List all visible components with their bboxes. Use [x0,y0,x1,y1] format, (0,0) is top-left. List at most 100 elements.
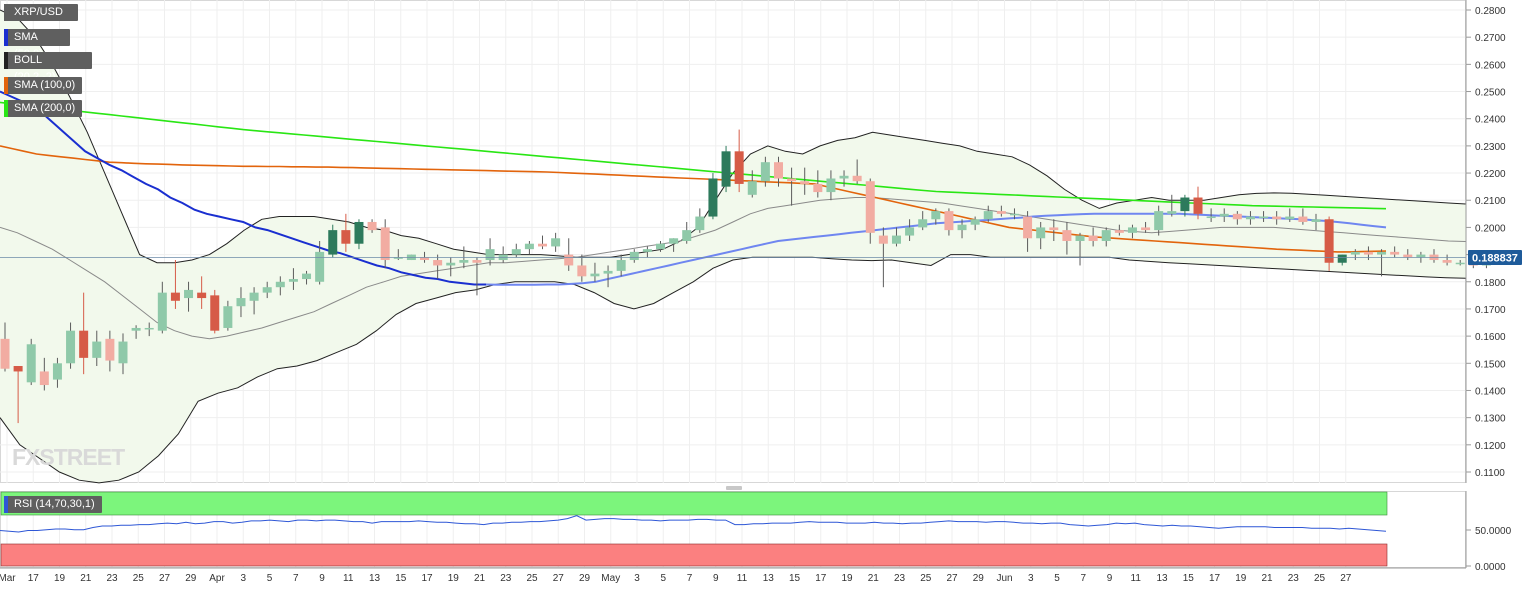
candle-body [734,151,744,184]
candle-body [236,298,246,307]
candle-bull [92,330,102,367]
candle-bull [1219,208,1229,222]
candle-body [590,273,600,277]
candle-body [852,175,862,182]
candle-body [1245,216,1255,220]
candle-body [315,251,325,282]
candle-body [249,292,259,301]
candle-bull [131,325,141,339]
legend-xrpusd[interactable]: XRP/USD [4,4,78,21]
candle-body [551,238,561,247]
candle-body [13,366,23,372]
y-axis: 0.2800 0.2700 0.2600 0.2500 0.2400 0.2300 0.22… [1465,0,1506,483]
legend-boll[interactable]: BOLL (20,2,-2) [4,52,92,83]
candle-bull [315,241,325,285]
candle-body [131,327,141,331]
candle-body [1416,254,1426,258]
candle-body [511,249,521,255]
legend-swatch [4,100,8,117]
candle-bull [1127,224,1137,239]
candle-bull [983,205,993,222]
candle-bear [1442,254,1452,266]
candle-body [695,216,705,231]
candle-body [603,270,613,274]
legend-label: SMA (100,0) [14,79,76,91]
candle-body [197,292,207,299]
candle-bull [1350,249,1360,261]
y-tick-label: 0.2500 [1475,88,1506,99]
x-tick-label: 27 [553,573,565,584]
legend-label: SMA (200,0) [14,102,76,114]
candle-body [393,257,403,259]
pane-resize-handle[interactable] [726,486,742,490]
x-tick-label: 5 [660,573,666,584]
legend-sma50[interactable]: SMA (50,0) [4,29,70,60]
candle-bull [393,249,403,261]
candle-bull [328,224,338,258]
y-tick-label: 0.2800 [1475,6,1506,17]
candle-body [682,230,692,241]
candle-body [118,341,128,364]
candle-body [1337,254,1347,263]
candle-body [92,341,102,358]
x-tick-label: 5 [267,573,273,584]
candle-bull [891,227,901,247]
bollinger-mid-line [0,197,1466,340]
x-tick-label: 27 [159,573,171,584]
x-tick-label: 13 [369,573,381,584]
candle-body [944,211,954,231]
candle-bull [747,170,757,198]
sma50-line-dark [0,90,487,286]
y-tick-label: 0.1500 [1475,359,1506,370]
x-tick-label: 25 [1314,573,1326,584]
candle-bear [787,167,797,206]
x-tick-label: 11 [343,573,354,584]
x-tick-label: 25 [920,573,932,584]
candle-body [79,330,89,358]
candle-bull [551,232,561,252]
candle-body [721,151,731,187]
candle-bear [1049,219,1059,241]
candle-body [1298,216,1308,222]
candle-body [1206,216,1216,219]
candle-bull [1337,254,1347,266]
candle-body [1193,197,1203,214]
legend-rsi[interactable]: RSI (14,70,30,1) [4,496,102,513]
x-tick-label: 15 [1183,573,1195,584]
candle-body [747,181,757,195]
candle-bull [760,156,770,187]
candle-bear [0,322,10,372]
candle-body [826,178,836,193]
x-tick-label: 25 [526,573,538,584]
candle-body [144,327,154,330]
legend-sma200[interactable]: SMA (200,0) [4,100,82,117]
x-tick-label: 7 [687,573,693,584]
candle-bear [996,205,1006,217]
candle-body [1219,213,1229,217]
candle-bull [629,249,639,263]
x-tick-label: 29 [579,573,591,584]
candle-bull [1036,221,1046,250]
legend-swatch [4,496,8,513]
candle-bear [1272,211,1282,225]
candle-body [288,279,298,282]
candle-bull [118,333,128,375]
x-tick-label: 11 [1131,573,1142,584]
legend-sma100[interactable]: SMA (100,0) [4,77,82,94]
candle-bull [905,219,915,241]
candle-bear [1298,208,1308,225]
candle-body [524,243,534,250]
candle-body [367,221,377,231]
candle-bear [564,238,574,271]
candle-bear [813,170,823,198]
x-tick-label: 3 [240,573,246,584]
y-tick-label: 0.1700 [1475,305,1506,316]
candle-bull [642,246,652,258]
legend-label: RSI (14,70,30,1) [14,498,95,510]
sma100-line [0,145,1387,253]
candle-body [1154,211,1164,231]
candle-bull [446,257,456,277]
candle-body [983,211,993,220]
candle-bull [1167,194,1177,217]
rsi-y-axis: 50.0000 0.0000 [1465,491,1512,573]
